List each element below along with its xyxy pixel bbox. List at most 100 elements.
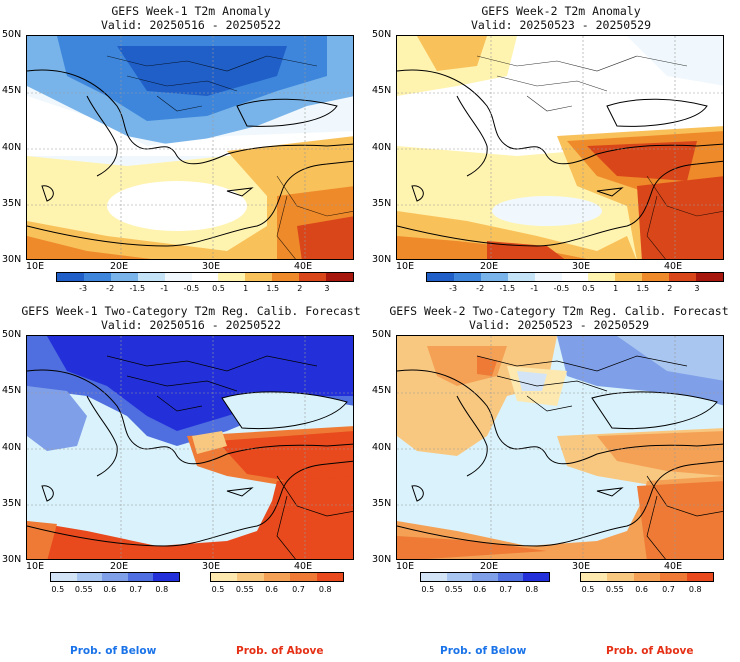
colorbar-tick: -0.5 xyxy=(553,284,570,293)
legend-prob-below-week2: Prob. of Below xyxy=(440,645,527,657)
colorbar-tick: 1.5 xyxy=(636,284,650,293)
colorbar-swatch xyxy=(137,273,165,281)
map-week2-anomaly xyxy=(396,35,724,260)
colorbar-above-week1 xyxy=(210,572,344,582)
lat-label: 40N xyxy=(372,441,392,453)
colorbar-tick: -1.5 xyxy=(129,284,146,293)
lon-label: 20E xyxy=(480,261,499,272)
legend-prob-above-week1: Prob. of Above xyxy=(236,645,324,657)
colorbar-swatch xyxy=(51,573,77,581)
colorbar-swatch xyxy=(83,273,111,281)
colorbar-swatch xyxy=(110,273,138,281)
colorbar-tick: 0.6 xyxy=(265,585,278,594)
lat-label: 30N xyxy=(2,254,22,265)
lat-label: 35N xyxy=(372,197,392,209)
colorbar-tick: 0.8 xyxy=(155,585,169,594)
colorbar-tick: 0.6 xyxy=(473,585,487,594)
colorbar-swatch xyxy=(211,573,238,581)
colorbar-tick: 0.7 xyxy=(499,585,513,594)
lat-label: 35N xyxy=(2,197,22,209)
colorbar-tick: 0.5 xyxy=(582,284,595,293)
colorbar-anomaly-week2 xyxy=(426,272,724,282)
colorbar-above-week2 xyxy=(580,572,714,582)
lat-label: 45N xyxy=(372,385,392,397)
lon-label: 20E xyxy=(110,261,129,272)
colorbar-swatch xyxy=(453,273,481,281)
colorbar-tick: 0.55 xyxy=(444,585,463,594)
colorbar-tick: -1.5 xyxy=(499,284,516,293)
lat-label: 30N xyxy=(2,554,22,565)
colorbar-tick: -1 xyxy=(530,284,539,293)
lon-label: 30E xyxy=(572,261,591,272)
colorbar-tick: 0.7 xyxy=(662,585,675,594)
colorbar-swatch xyxy=(686,573,714,581)
lat-label: 50N xyxy=(372,329,392,340)
lon-label: 30E xyxy=(202,261,221,272)
colorbar-swatch xyxy=(164,273,192,281)
lat-label: 45N xyxy=(2,85,22,97)
lat-label: 40N xyxy=(2,141,22,153)
colorbar-swatch xyxy=(615,273,643,281)
colorbar-tick: 1.5 xyxy=(266,284,280,293)
colorbar-swatch xyxy=(326,273,353,281)
lat-label: 30N xyxy=(372,254,392,265)
colorbar-swatch xyxy=(633,573,661,581)
colorbar-tick: 0.6 xyxy=(635,585,648,594)
lat-label: 50N xyxy=(372,29,392,40)
colorbar-swatch xyxy=(472,573,498,581)
panel4-title: GEFS Week-2 Two-Category T2m Reg. Calib.… xyxy=(389,304,729,332)
colorbar-tick: 0.8 xyxy=(688,585,702,594)
lat-label: 35N xyxy=(2,497,22,509)
colorbar-tick: 0.6 xyxy=(103,585,117,594)
lat-label: 40N xyxy=(2,441,22,453)
colorbar-swatch xyxy=(57,273,84,281)
lon-label: 10E xyxy=(396,561,415,572)
colorbar-tick: 3 xyxy=(324,284,330,293)
colorbar-tick: 0.8 xyxy=(525,585,539,594)
lon-label: 20E xyxy=(480,561,499,572)
colorbar-swatch xyxy=(272,273,300,281)
colorbar-tick: -2 xyxy=(476,284,485,293)
lat-label: 40N xyxy=(372,141,392,153)
lon-label: 10E xyxy=(26,561,45,572)
legend-prob-above-week2: Prob. of Above xyxy=(606,645,694,657)
colorbar-swatch xyxy=(263,573,291,581)
colorbar-tick: 0.5 xyxy=(51,585,65,594)
colorbar-tick: -0.5 xyxy=(183,284,200,293)
colorbar-tick: 0.5 xyxy=(212,284,225,293)
colorbar-tick: 0.5 xyxy=(211,585,225,594)
legend-prob-below-week1: Prob. of Below xyxy=(70,645,157,657)
colorbar-swatch xyxy=(588,273,616,281)
lat-label: 50N xyxy=(2,29,22,40)
colorbar-tick: 1 xyxy=(613,284,619,293)
lat-label: 45N xyxy=(372,85,392,97)
colorbar-swatch xyxy=(660,573,687,581)
lat-label: 35N xyxy=(372,497,392,509)
colorbar-swatch xyxy=(421,573,447,581)
colorbar-tick: 0.8 xyxy=(318,585,332,594)
lon-label: 20E xyxy=(110,561,129,572)
colorbar-swatch xyxy=(497,573,524,581)
colorbar-swatch xyxy=(191,273,219,281)
panel2-title: GEFS Week-2 T2m Anomaly Valid: 20250523 -… xyxy=(470,4,651,32)
colorbar-swatch xyxy=(669,273,697,281)
colorbar-swatch xyxy=(76,573,103,581)
colorbar-swatch xyxy=(534,273,562,281)
colorbar-below-week1 xyxy=(50,572,180,582)
lon-label: 10E xyxy=(396,261,415,272)
colorbar-tick: 0.55 xyxy=(74,585,93,594)
colorbar-swatch xyxy=(245,273,273,281)
lat-label: 45N xyxy=(2,385,22,397)
panel3-title: GEFS Week-1 Two-Category T2m Reg. Calib.… xyxy=(21,304,361,332)
colorbar-swatch xyxy=(316,573,344,581)
map-week1-anomaly xyxy=(26,35,354,260)
colorbar-swatch xyxy=(218,273,246,281)
lon-label: 40E xyxy=(294,561,313,572)
colorbar-tick: 1 xyxy=(243,284,249,293)
colorbar-swatch xyxy=(237,573,264,581)
colorbar-tick: 0.7 xyxy=(292,585,305,594)
colorbar-swatch xyxy=(102,573,128,581)
colorbar-below-week2 xyxy=(420,572,550,582)
colorbar-swatch xyxy=(427,273,454,281)
lat-label: 30N xyxy=(372,554,392,565)
